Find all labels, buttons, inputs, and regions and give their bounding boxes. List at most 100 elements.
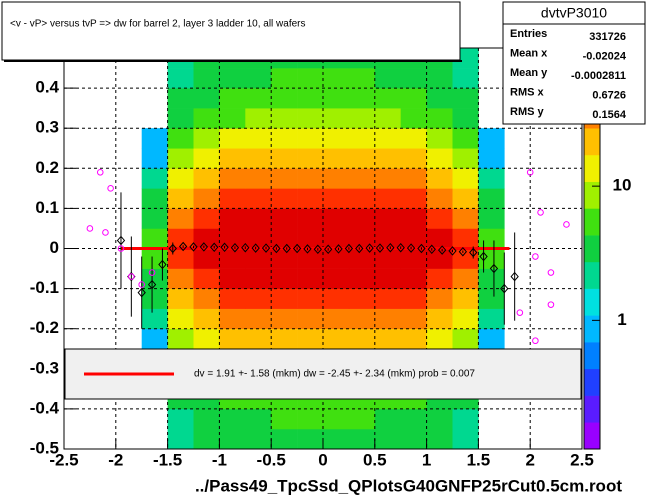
heatmap-cell: [452, 308, 479, 329]
y-tick-label: -0.5: [30, 438, 59, 457]
heatmap-cell: [452, 428, 479, 450]
heatmap-cell: [297, 68, 324, 89]
point-marker: [117, 245, 125, 252]
heatmap-cell: [478, 148, 505, 169]
color-scale-step: [584, 395, 600, 423]
profile-marker: [334, 244, 343, 254]
stats-value: 0.6726: [592, 89, 626, 101]
heatmap-cell: [193, 188, 220, 209]
heatmap-cell: [193, 248, 220, 269]
heatmap-cell: [426, 208, 453, 229]
heatmap-cell: [426, 88, 453, 109]
color-scale-step: [584, 181, 600, 209]
x-axis-title: ../Pass49_TpcSsd_QPlotsG40GNFP25rCut0.5c…: [195, 476, 622, 495]
heatmap-cell: [400, 108, 427, 129]
point-marker: [96, 169, 104, 176]
point-marker: [563, 221, 570, 228]
heatmap-cell: [452, 148, 479, 169]
heatmap-cell: [323, 128, 350, 149]
stats-label: Mean x: [510, 47, 548, 59]
heatmap-cell: [167, 248, 194, 269]
profile-marker: [137, 287, 146, 298]
point-marker: [138, 281, 145, 288]
heatmap-cell: [245, 248, 272, 269]
heatmap-cell: [426, 128, 453, 149]
profile-marker: [230, 242, 240, 253]
heatmap-cell: [271, 148, 298, 169]
profile-marker: [448, 246, 457, 256]
z-tick-label: 1: [617, 310, 626, 329]
point-marker: [86, 225, 94, 232]
heatmap-cell: [400, 148, 427, 169]
heatmap-cell: [271, 88, 298, 109]
heatmap-cell: [348, 428, 376, 450]
heatmap-cell: [219, 308, 246, 329]
heatmap-cell: [426, 188, 453, 209]
heatmap-cell: [297, 208, 324, 229]
heatmap-cell: [167, 188, 194, 209]
heatmap-cell: [348, 68, 376, 89]
heatmap-cell: [452, 168, 479, 189]
heatmap-cell: [193, 88, 220, 109]
heatmap-cell: [219, 208, 246, 229]
stats-value: -0.02024: [583, 50, 627, 62]
x-tick-label: -0.5: [257, 450, 286, 469]
heatmap-cell: [141, 328, 168, 350]
heatmap-cell: [478, 168, 505, 189]
heatmap-cell: [452, 88, 479, 109]
x-tick-label: 2: [525, 450, 534, 469]
heatmap-cell: [193, 428, 220, 450]
heatmap-cell: [297, 408, 324, 430]
heatmap-cell: [245, 408, 272, 430]
heatmap-cell: [245, 68, 272, 89]
x-tick-label: -2: [108, 450, 123, 469]
profile-marker: [510, 271, 519, 282]
x-tick-label: -1.5: [153, 450, 182, 469]
profile-marker: [427, 244, 436, 255]
heatmap-cell: [141, 128, 168, 149]
profile-marker: [189, 242, 198, 252]
heatmap-cell: [141, 248, 168, 269]
heatmap-cell: [348, 188, 376, 209]
heatmap-cell: [348, 228, 376, 249]
heatmap-cell: [219, 188, 246, 209]
stats-value: 0.1564: [592, 109, 627, 121]
heatmap-cell: [323, 428, 350, 450]
heatmap-cell: [245, 188, 272, 209]
stats-label: Entries: [510, 28, 547, 40]
profile-marker: [396, 242, 405, 253]
point-marker: [526, 169, 534, 176]
heatmap-cell: [374, 88, 401, 109]
y-tick-label: 0.4: [35, 78, 59, 97]
heatmap-cell: [452, 288, 479, 309]
legend-text: dv = 1.91 +- 1.58 (mkm) dw = -2.45 +- 2.…: [194, 369, 475, 380]
z-tick-label: 10: [613, 176, 632, 195]
heatmap-cell: [478, 228, 505, 249]
stats-value: -0.0002811: [571, 70, 626, 82]
heatmap-cell: [323, 168, 350, 189]
heatmap-cell: [271, 108, 298, 129]
heatmap-cell: [323, 228, 350, 249]
heatmap-cell: [400, 88, 427, 109]
heatmap-cell: [374, 108, 401, 129]
heatmap-cell: [219, 428, 246, 450]
heatmap-cell: [374, 228, 401, 249]
heatmap-cell: [400, 68, 427, 89]
x-tick-label: -2.5: [49, 450, 78, 469]
profile-marker: [458, 246, 468, 257]
heatmap-cell: [167, 328, 194, 350]
heatmap-cell: [374, 168, 401, 189]
heatmap-cell: [245, 168, 272, 189]
profile-marker: [355, 243, 364, 254]
heatmap-cell: [167, 68, 194, 89]
heatmap-cell: [167, 128, 194, 149]
point-marker: [516, 309, 524, 316]
heatmap-cell: [400, 248, 427, 269]
color-scale-step: [584, 368, 600, 396]
heatmap-cell: [193, 328, 220, 350]
heatmap-cell: [219, 288, 246, 309]
heatmap-cell: [374, 188, 401, 209]
profile-marker: [158, 259, 167, 270]
heatmap-cell: [374, 268, 401, 289]
